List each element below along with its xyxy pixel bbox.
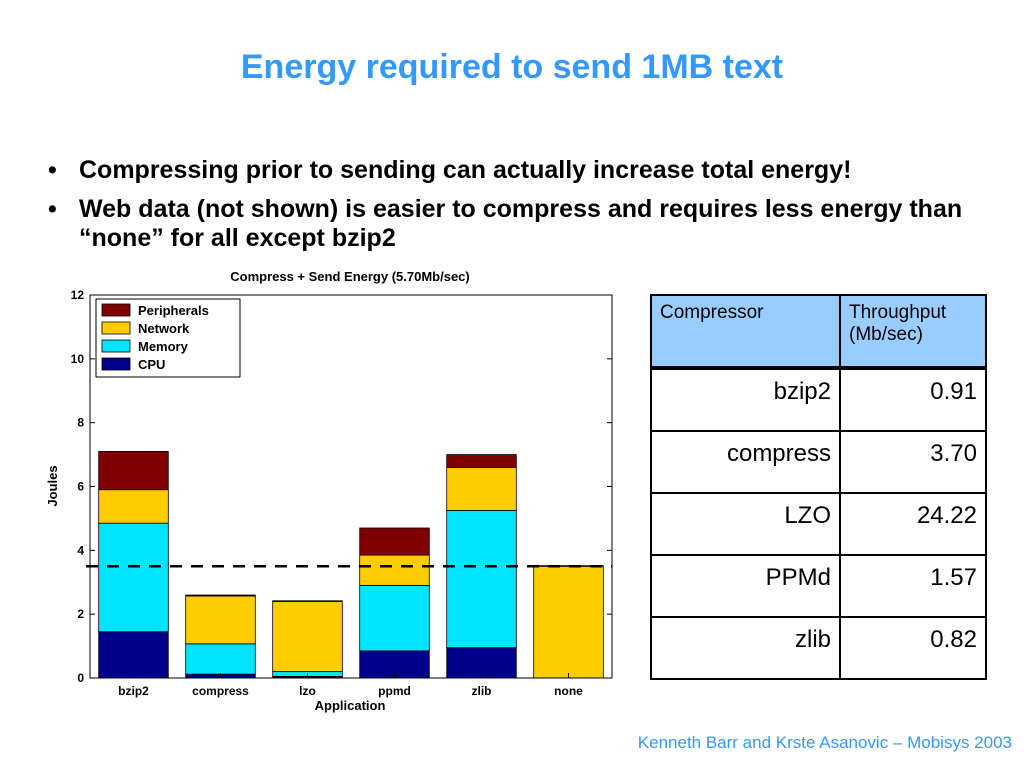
slide-title: Energy required to send 1MB text <box>240 48 784 86</box>
bar-segment-peripherals <box>98 450 169 491</box>
table-cell-compressor: zlib <box>650 616 841 680</box>
bullet-dot: • <box>48 195 57 223</box>
y-tick-label: 6 <box>77 480 84 494</box>
legend-label: Memory <box>138 339 189 354</box>
table-header-throughput: Throughput (Mb/sec) <box>839 294 987 369</box>
x-tick-label: none <box>554 684 583 698</box>
legend-swatch <box>101 303 131 317</box>
table-cell-throughput: 3.70 <box>839 430 987 494</box>
bullet-dot: • <box>48 156 57 184</box>
table-cell-compressor: compress <box>650 430 841 494</box>
legend-swatch <box>101 321 131 335</box>
table-cell-throughput: 0.82 <box>839 616 987 680</box>
bar-segment-peripherals <box>446 454 517 468</box>
x-tick-label: compress <box>192 684 249 698</box>
table-header-row: Compressor Throughput (Mb/sec) <box>650 294 987 369</box>
bar-segment-memory <box>98 522 169 633</box>
y-tick-label: 10 <box>71 352 85 366</box>
bullet-item: • Compressing prior to sending can actua… <box>48 156 978 185</box>
bar-segment-network <box>359 554 430 586</box>
x-tick-label: ppmd <box>378 684 411 698</box>
table-cell-throughput: 0.91 <box>839 367 987 432</box>
bar-segment-cpu <box>98 631 169 679</box>
bar-segment-network <box>185 595 256 645</box>
table-cell-throughput: 1.57 <box>839 554 987 618</box>
table-row: PPMd 1.57 <box>650 554 987 618</box>
x-tick-label: zlib <box>472 684 492 698</box>
y-tick-label: 0 <box>77 671 84 685</box>
bar-segment-peripherals <box>185 594 256 597</box>
chart-title: Compress + Send Energy (5.70Mb/sec) <box>230 269 470 284</box>
chart-legend: Peripherals Network Memory CPU <box>95 298 241 378</box>
bar-segment-memory <box>446 510 517 649</box>
bar-segment-peripherals <box>359 527 430 556</box>
table-cell-compressor: bzip2 <box>650 367 841 432</box>
bar-segment-network <box>533 565 604 679</box>
bar-segment-network <box>446 466 517 511</box>
bar-segment-network <box>98 489 169 524</box>
x-tick-label: lzo <box>299 684 316 698</box>
y-tick-label: 8 <box>77 416 84 430</box>
bar-segment-memory <box>359 585 430 652</box>
table-cell-compressor: LZO <box>650 492 841 556</box>
x-axis-label: Application <box>315 698 386 713</box>
table-header-compressor: Compressor <box>650 294 841 369</box>
table-cell-compressor: PPMd <box>650 554 841 618</box>
energy-chart: Compress + Send Energy (5.70Mb/sec) Appl… <box>45 269 613 713</box>
bullet-text: Compressing prior to sending can actuall… <box>79 156 852 184</box>
legend-label: Peripherals <box>138 303 209 318</box>
y-tick-label: 2 <box>77 607 84 621</box>
bullet-item: • Web data (not shown) is easier to comp… <box>48 195 978 253</box>
legend-label: CPU <box>138 357 165 372</box>
y-tick-label: 12 <box>71 288 85 302</box>
table-cell-throughput: 24.22 <box>839 492 987 556</box>
axis-layer: 0 2 4 6 8 10 12 bzip2 compress lzo ppmd zlib none <box>71 288 613 698</box>
legend-swatch <box>101 339 131 353</box>
table-row: zlib 0.82 <box>650 616 987 680</box>
bar-segment-peripherals <box>272 600 343 602</box>
bars-layer <box>98 450 604 679</box>
y-tick-label: 4 <box>77 543 84 557</box>
bullet-text: Web data (not shown) is easier to compre… <box>79 195 963 252</box>
legend-swatch <box>101 357 131 371</box>
legend-label: Network <box>138 321 190 336</box>
y-axis-label: Joules <box>45 465 60 506</box>
bullet-list: • Compressing prior to sending can actua… <box>48 156 978 263</box>
table-row: bzip2 0.91 <box>650 367 987 432</box>
bar-segment-network <box>272 600 343 673</box>
table-row: LZO 24.22 <box>650 492 987 556</box>
table-row: compress 3.70 <box>650 430 987 494</box>
bar-segment-memory <box>185 643 256 675</box>
slide-footer: Kenneth Barr and Krste Asanovic – Mobisy… <box>637 733 1012 752</box>
throughput-table: Compressor Throughput (Mb/sec) bzip2 0.9… <box>650 294 987 680</box>
x-tick-label: bzip2 <box>118 684 149 698</box>
